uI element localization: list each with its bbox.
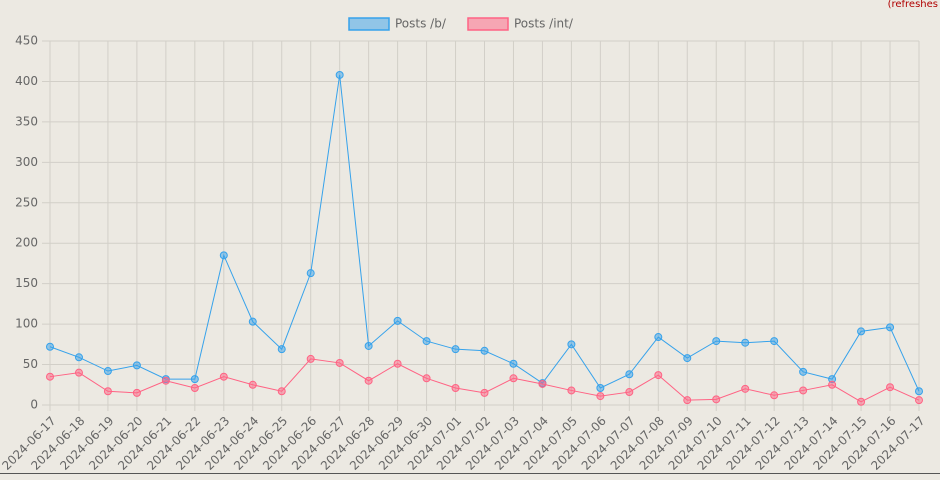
data-point xyxy=(886,323,895,332)
y-tick-label: 150 xyxy=(15,276,38,290)
data-point xyxy=(799,367,808,376)
data-point xyxy=(393,359,402,368)
data-point xyxy=(103,387,112,396)
data-point xyxy=(567,386,576,395)
data-point xyxy=(741,338,750,347)
data-point xyxy=(625,370,634,379)
y-tick-label: 0 xyxy=(30,398,38,412)
legend-label[interactable]: Posts /b/ xyxy=(395,17,447,31)
data-point xyxy=(712,395,721,404)
data-point xyxy=(277,345,286,354)
data-point xyxy=(683,354,692,363)
data-point xyxy=(393,316,402,325)
data-point xyxy=(132,388,141,397)
data-point xyxy=(654,333,663,342)
data-point xyxy=(654,371,663,380)
data-point xyxy=(712,337,721,346)
y-tick-label: 50 xyxy=(23,357,38,371)
y-tick-label: 400 xyxy=(15,74,38,88)
data-point xyxy=(306,269,315,278)
data-point xyxy=(915,387,923,396)
data-point xyxy=(46,342,54,351)
data-point xyxy=(770,391,779,400)
data-point xyxy=(451,345,460,354)
data-point xyxy=(886,383,895,392)
data-point xyxy=(306,354,315,363)
data-point xyxy=(219,251,228,260)
y-tick-label: 250 xyxy=(15,195,38,209)
data-point xyxy=(190,384,199,393)
data-point xyxy=(248,317,257,326)
data-point xyxy=(741,384,750,393)
y-tick-label: 300 xyxy=(15,155,38,169)
data-point xyxy=(248,380,257,389)
data-point xyxy=(219,372,228,381)
data-point xyxy=(480,388,489,397)
data-point xyxy=(567,340,576,349)
data-point xyxy=(451,384,460,393)
data-point xyxy=(596,384,605,393)
data-point xyxy=(799,386,808,395)
data-point xyxy=(277,387,286,396)
data-point xyxy=(596,392,605,401)
legend-label[interactable]: Posts /int/ xyxy=(514,17,574,31)
data-point xyxy=(770,337,779,346)
data-point xyxy=(161,376,170,385)
data-point xyxy=(103,367,112,376)
data-point xyxy=(509,374,518,383)
data-point xyxy=(538,379,547,388)
data-point xyxy=(625,388,634,397)
legend-swatch[interactable] xyxy=(348,17,390,31)
data-point xyxy=(335,70,344,79)
data-point xyxy=(74,368,83,377)
data-point xyxy=(422,374,431,383)
data-point xyxy=(828,380,837,389)
refresh-note: (refreshes xyxy=(888,0,938,10)
data-point xyxy=(190,375,199,384)
data-point xyxy=(364,376,373,385)
data-point xyxy=(422,337,431,346)
data-point xyxy=(132,361,141,370)
data-point xyxy=(46,372,54,381)
data-point xyxy=(915,396,923,405)
data-point xyxy=(509,359,518,368)
y-tick-label: 450 xyxy=(15,34,38,48)
data-point xyxy=(857,327,866,336)
y-tick-label: 200 xyxy=(15,236,38,250)
data-point xyxy=(683,396,692,405)
data-point xyxy=(74,353,83,362)
y-tick-label: 100 xyxy=(15,317,38,331)
legend-swatch[interactable] xyxy=(467,17,509,31)
data-point xyxy=(480,346,489,355)
data-point xyxy=(857,397,866,406)
y-tick-label: 350 xyxy=(15,114,38,128)
data-point xyxy=(364,341,373,350)
data-point xyxy=(335,358,344,367)
